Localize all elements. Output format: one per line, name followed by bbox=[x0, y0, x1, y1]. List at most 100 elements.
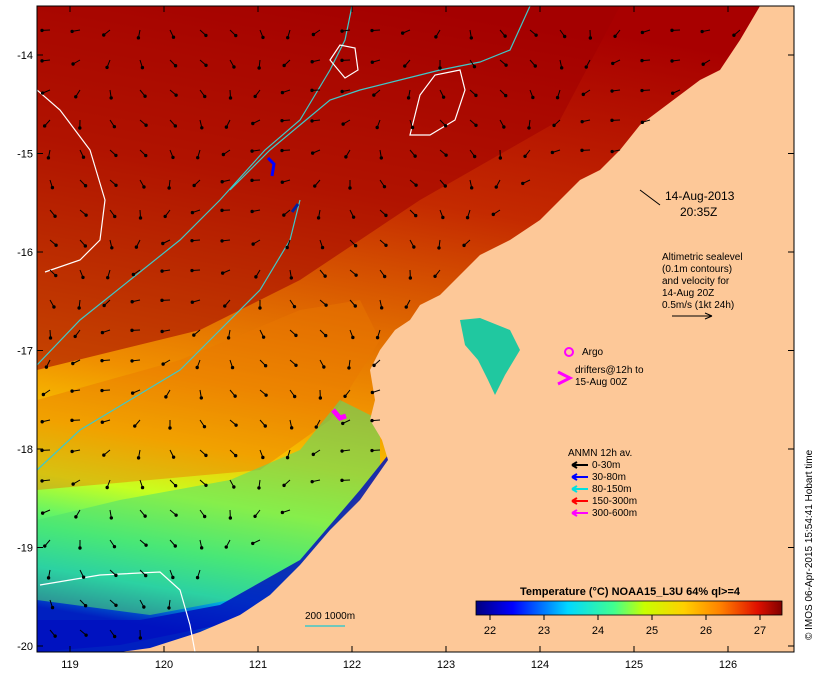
velocity-arrow-head bbox=[613, 34, 617, 38]
velocity-arrow-head bbox=[286, 35, 290, 40]
velocity-arrow-head bbox=[203, 94, 207, 99]
velocity-arrow-head bbox=[250, 149, 254, 153]
credit-text: © IMOS 06-Apr-2015 15:54:41 Hobart time bbox=[804, 449, 815, 640]
velocity-arrow-head bbox=[144, 123, 148, 127]
velocity-arrow-head bbox=[261, 455, 265, 460]
velocity-arrow-head bbox=[469, 186, 474, 190]
velocity-arrow-head bbox=[322, 365, 326, 369]
velocity-arrow-head bbox=[280, 180, 285, 184]
velocity-arrow-head bbox=[310, 60, 314, 64]
velocity-arrow-head bbox=[160, 298, 164, 303]
altimetry-note: Altimetric sealevel (0.1m contours) and … bbox=[662, 252, 743, 320]
velocity-arrow-head bbox=[161, 362, 165, 366]
velocity-arrow-head bbox=[285, 455, 290, 460]
depth-legend: 200 1000m bbox=[305, 611, 355, 622]
lon-tick-label: 121 bbox=[249, 659, 267, 671]
velocity-arrow-head bbox=[640, 58, 644, 63]
colorbar-title: Temperature (°C) NOAA15_L3U 64% ql>=4 bbox=[520, 586, 741, 598]
velocity-arrow-head bbox=[224, 545, 228, 549]
velocity-arrow-head bbox=[131, 272, 136, 277]
velocity-arrow-head bbox=[40, 511, 45, 515]
velocity-arrow-head bbox=[174, 513, 178, 517]
velocity-arrow-head bbox=[102, 303, 106, 308]
velocity-arrow-head bbox=[503, 34, 507, 38]
velocity-arrow-head bbox=[555, 95, 560, 100]
velocity-arrow-head bbox=[202, 424, 207, 429]
orange-band bbox=[37, 300, 380, 490]
velocity-arrow-head bbox=[414, 183, 418, 187]
velocity-arrow-head bbox=[311, 452, 316, 457]
velocity-arrow-head bbox=[292, 394, 297, 399]
velocity-arrow-head bbox=[171, 575, 175, 580]
lat-tick-label: -14 bbox=[17, 50, 33, 62]
velocity-arrow-head bbox=[83, 184, 88, 188]
svg-text:Altimetric sealevel: Altimetric sealevel bbox=[662, 252, 743, 263]
warm-core-north bbox=[37, 6, 620, 370]
velocity-arrow-head bbox=[143, 94, 147, 98]
velocity-arrow-head bbox=[40, 59, 44, 63]
velocity-arrow-head bbox=[434, 35, 438, 39]
velocity-arrow-head bbox=[70, 449, 74, 454]
anmn-item-label: 30-80m bbox=[592, 472, 626, 483]
velocity-arrow-head bbox=[138, 636, 143, 640]
velocity-arrow-head bbox=[142, 605, 146, 609]
scale-arrow-head bbox=[704, 312, 713, 320]
velocity-arrow-head bbox=[136, 456, 141, 460]
velocity-arrow-head bbox=[261, 335, 266, 339]
velocity-arrow-head bbox=[581, 92, 586, 97]
velocity-arrow-head bbox=[161, 241, 165, 246]
drifter-track-2 bbox=[290, 203, 300, 213]
velocity-arrow-head bbox=[112, 124, 117, 129]
velocity-arrow-head bbox=[130, 328, 134, 333]
lon-tick-label: 124 bbox=[531, 659, 549, 671]
velocity-arrow-head bbox=[84, 213, 88, 217]
velocity-arrow-head bbox=[610, 118, 614, 123]
velocity-arrow-head bbox=[285, 245, 289, 250]
velocity-arrow-head bbox=[353, 304, 357, 308]
velocity-arrow-head bbox=[559, 66, 564, 70]
velocity-arrow-head bbox=[204, 33, 208, 38]
svg-text:0.5m/s (1kt 24h): 0.5m/s (1kt 24h) bbox=[662, 300, 734, 311]
velocity-arrow-head bbox=[234, 33, 238, 38]
velocity-arrow-head bbox=[344, 155, 348, 159]
velocity-arrow-head bbox=[192, 333, 196, 337]
lon-tick-label: 119 bbox=[61, 659, 79, 671]
velocity-arrow-head bbox=[474, 123, 478, 128]
velocity-arrow-head bbox=[588, 36, 593, 40]
velocity-arrow-head bbox=[701, 62, 705, 66]
velocity-arrow-head bbox=[437, 246, 441, 250]
velocity-arrow-head bbox=[54, 243, 58, 247]
colorbar bbox=[475, 600, 783, 616]
velocity-arrow-head bbox=[341, 122, 345, 126]
anmn-arrow-head bbox=[571, 497, 578, 505]
velocity-arrow-head bbox=[494, 185, 498, 189]
velocity-arrow-head bbox=[280, 118, 284, 123]
velocity-arrow-head bbox=[81, 275, 85, 280]
velocity-arrow-head bbox=[324, 303, 328, 307]
lat-tick-label: -18 bbox=[17, 444, 33, 456]
velocity-arrow-head bbox=[340, 29, 344, 33]
velocity-arrow-head bbox=[100, 388, 104, 393]
colorbar-tick-label: 23 bbox=[538, 625, 550, 637]
velocity-arrow-head bbox=[340, 478, 344, 483]
velocity-arrow-head bbox=[234, 423, 238, 427]
velocity-arrow-head bbox=[53, 214, 57, 218]
velocity-arrow-head bbox=[204, 63, 208, 67]
velocity-arrow-head bbox=[102, 33, 106, 37]
velocity-arrow-head bbox=[580, 119, 584, 124]
velocity-arrow-head bbox=[144, 573, 148, 578]
velocity-arrow-head bbox=[190, 238, 194, 243]
velocity-arrow-head bbox=[40, 448, 44, 453]
velocity-arrow-head bbox=[112, 634, 117, 639]
velocity-arrow-head bbox=[130, 391, 135, 395]
anmn-title: ANMN 12h av. bbox=[568, 448, 632, 459]
lat-tick-label: -15 bbox=[17, 149, 33, 161]
velocity-arrow-head bbox=[110, 246, 114, 250]
velocity-arrow-head bbox=[142, 185, 146, 189]
velocity-arrow-head bbox=[74, 95, 78, 99]
velocity-arrow-head bbox=[83, 603, 88, 608]
velocity-arrow-head bbox=[700, 29, 704, 34]
velocity-arrow-head bbox=[584, 65, 588, 69]
anmn-item-label: 80-150m bbox=[592, 484, 631, 495]
anmn-item-label: 0-30m bbox=[592, 460, 620, 471]
